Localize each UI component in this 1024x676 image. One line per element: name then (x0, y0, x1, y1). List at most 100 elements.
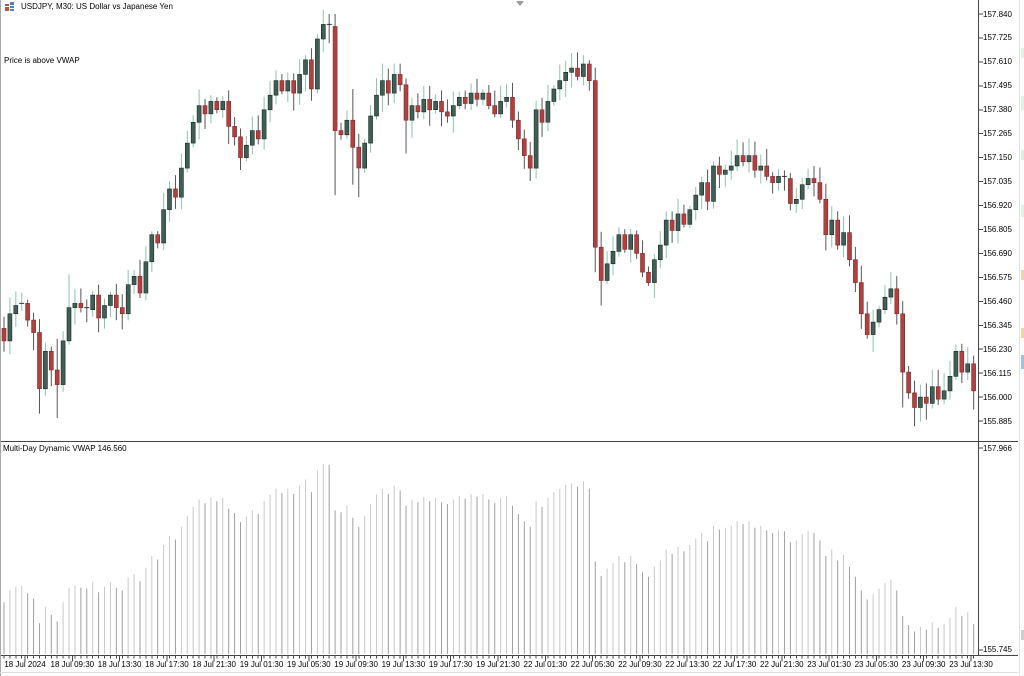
candle-body (740, 155, 746, 163)
time-axis-label: 22 Jul 05:30 (570, 660, 615, 669)
time-axis-label: 22 Jul 17:30 (712, 660, 757, 669)
candle-body (391, 74, 397, 94)
candle-body (640, 253, 645, 273)
time-axis-label: 19 Jul 05:30 (287, 660, 331, 669)
edge-strip-mark (1021, 205, 1024, 217)
price-axis-label: 157.035 (983, 177, 1012, 187)
candle-body (657, 244, 663, 261)
candle-body (368, 115, 373, 144)
candle-body (663, 219, 669, 246)
candle-body (687, 209, 693, 225)
candle-body (102, 305, 107, 319)
candle-body (545, 101, 551, 123)
time-axis-label: 22 Jul 09:30 (618, 660, 662, 669)
edge-strip-mark (1021, 48, 1024, 58)
time-axis-label: 22 Jul 21:30 (760, 660, 804, 669)
indicator-axis-label: 155.745 (983, 645, 1012, 655)
time-axis-label: 18 Jul 21:30 (192, 660, 236, 669)
candle-body (54, 369, 60, 385)
candle-body (557, 80, 563, 90)
candle-body (185, 142, 190, 169)
candle-body (468, 92, 474, 104)
candle-body (474, 92, 480, 100)
time-axis-label: 23 Jul 09:30 (901, 660, 946, 669)
candle-body (864, 313, 870, 335)
edge-strip-mark (1021, 270, 1024, 280)
candle-body (297, 74, 302, 94)
time-axis-label: 22 Jul 13:30 (665, 660, 709, 669)
time-axis[interactable]: 18 Jul 2024 18 Jul 09:30 18 Jul 13:30 18 Ju… (0, 655, 992, 676)
candle-body (586, 63, 592, 82)
candle-body (722, 169, 728, 175)
candle-body (415, 105, 421, 113)
candle-body (610, 251, 616, 265)
price-axis-label: 157.150 (983, 153, 1012, 163)
indicator-window-label: Multi-Day Dynamic VWAP 146.560 (3, 444, 127, 453)
candle-body (498, 101, 503, 115)
candle-body (669, 219, 675, 231)
candle-body (569, 67, 574, 73)
candle-body (533, 109, 539, 169)
candle-body (261, 109, 267, 140)
candle-body (267, 94, 273, 111)
price-axis-label: 157.840 (983, 9, 1012, 19)
candle-body (858, 282, 864, 315)
edge-strip-mark (1021, 328, 1024, 338)
candle-body (504, 97, 509, 102)
time-axis-label: 18 Jul 2024 (4, 660, 46, 669)
edge-strip-mark (1021, 150, 1024, 160)
price-axis-label: 156.575 (983, 272, 1012, 282)
candle-body (427, 99, 433, 111)
symbol-icon (5, 2, 14, 11)
candle-body (125, 284, 131, 315)
price-axis-label: 156.920 (983, 201, 1012, 211)
candle-body (516, 119, 521, 140)
price-axis-label: 157.380 (983, 105, 1012, 115)
candle-body (380, 80, 385, 96)
time-axis-label: 19 Jul 21:30 (476, 660, 520, 669)
candle-body (96, 294, 101, 319)
price-axis-label: 156.805 (983, 224, 1012, 234)
candle-body (173, 188, 178, 198)
candle-body (728, 165, 734, 171)
candle-body (332, 26, 338, 131)
time-axis-label: 23 Jul 05:30 (854, 660, 899, 669)
candle-body (155, 234, 160, 244)
candle-body (43, 350, 48, 390)
candle-body (7, 313, 13, 342)
candle-body (634, 234, 639, 254)
candle-body (232, 126, 237, 138)
candle-body (338, 130, 344, 136)
window-edge-strip (1019, 0, 1024, 676)
collapse-chevron-icon[interactable] (516, 1, 524, 6)
candle-body (853, 259, 858, 283)
candle-body (521, 138, 527, 156)
candle-body (894, 288, 900, 315)
candle-body (693, 194, 699, 211)
candle-body (764, 165, 770, 177)
candle-body (108, 294, 113, 306)
candle-body (273, 80, 279, 96)
candle-body (929, 386, 935, 404)
candle-body (462, 97, 468, 104)
time-axis-label: 18 Jul 09:30 (50, 660, 95, 669)
price-axis[interactable]: 157.840 157.725 157.610 157.495 157.380 157.2… (978, 0, 1024, 676)
vwap-status-label: Price is above VWAP (4, 56, 80, 65)
candle-body (598, 246, 604, 281)
candle-body (48, 350, 54, 371)
price-axis-label: 156.345 (983, 320, 1012, 330)
price-axis-label: 157.495 (983, 81, 1012, 91)
candle-body (551, 88, 557, 102)
time-axis-label: 19 Jul 13:30 (381, 660, 426, 669)
time-axis-label: 19 Jul 17:30 (428, 660, 473, 669)
price-axis-label: 156.115 (983, 368, 1012, 378)
candle-body (409, 105, 415, 121)
candle-body (25, 303, 30, 321)
candle-body (870, 321, 876, 335)
price-axis-label: 157.725 (983, 33, 1012, 43)
candle-body (888, 288, 894, 298)
candle-body (90, 294, 95, 311)
candle-body (628, 234, 634, 250)
